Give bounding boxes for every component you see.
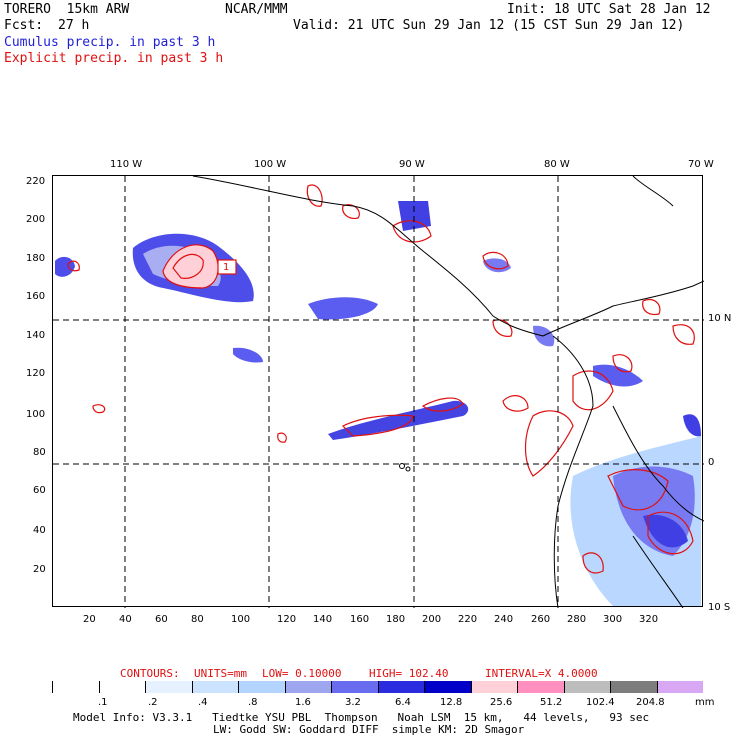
- legend-label: 3.2: [345, 697, 361, 708]
- lon-label-90w: 90 W: [399, 159, 425, 170]
- legend-color-cell: [563, 681, 610, 693]
- precip-map: 1: [52, 175, 705, 609]
- legend-color-cell: [610, 681, 657, 693]
- legend-label: 1.6: [295, 697, 311, 708]
- organization: NCAR/MMM: [225, 2, 288, 17]
- contours-title: CONTOURS:: [120, 667, 180, 680]
- legend-color-cell: [377, 681, 424, 693]
- contours-interval: INTERVAL=X 4.0000: [485, 667, 598, 680]
- contours-high: HIGH= 102.40: [369, 667, 449, 680]
- legend-color-cell: [424, 681, 471, 693]
- y-tick-label: 180: [26, 253, 46, 264]
- valid-time: Valid: 21 UTC Sun 29 Jan 12 (15 CST Sun …: [293, 18, 685, 33]
- y-tick-label: 200: [26, 214, 46, 225]
- y-tick-label: 40: [33, 525, 46, 536]
- explicit-label: Explicit precip. in past 3 h: [4, 51, 224, 66]
- y-tick-label: 160: [26, 291, 46, 302]
- contours-low: LOW= 0.10000: [262, 667, 342, 680]
- lon-label-100w: 100 W: [254, 159, 287, 170]
- y-tick-label: 80: [33, 447, 46, 458]
- explicit-precip-contours: [67, 184, 695, 574]
- x-tick-label: 100: [231, 614, 251, 625]
- x-tick-label: 280: [567, 614, 587, 625]
- legend-color-cell: [98, 681, 145, 693]
- coastlines: [192, 175, 705, 609]
- model-info-line1: Model Info: V3.3.1 Tiedtke YSU PBL Thomp…: [73, 711, 650, 724]
- legend-color-cell: [331, 681, 378, 693]
- y-tick-label: 120: [26, 368, 46, 379]
- legend-color-cell: [238, 681, 285, 693]
- x-tick-label: 160: [350, 614, 370, 625]
- legend-color-cell: [656, 681, 703, 693]
- legend-color-cell: [52, 681, 99, 693]
- x-tick-label: 220: [458, 614, 478, 625]
- lon-label-80w: 80 W: [544, 159, 570, 170]
- init-time: Init: 18 UTC Sat 28 Jan 12: [507, 2, 711, 17]
- legend-label: 204.8: [636, 697, 665, 708]
- y-tick-label: 20: [33, 564, 46, 575]
- y-tick-label: 220: [26, 176, 46, 187]
- legend-unit: mm: [695, 697, 715, 708]
- x-tick-label: 300: [603, 614, 623, 625]
- contours-units: UNITS=mm: [194, 667, 247, 680]
- x-tick-label: 140: [313, 614, 333, 625]
- x-tick-label: 80: [191, 614, 204, 625]
- y-tick-label: 60: [33, 485, 46, 496]
- contour-box-label: 1: [223, 262, 230, 273]
- legend-label: .8: [248, 697, 258, 708]
- x-tick-label: 260: [531, 614, 551, 625]
- x-tick-label: 320: [639, 614, 659, 625]
- lat-label-0: 0: [708, 457, 715, 468]
- legend-label: 12.8: [440, 697, 463, 708]
- legend-label: 25.6: [490, 697, 513, 708]
- legend-label: 51.2: [540, 697, 563, 708]
- legend-label: .4: [198, 697, 208, 708]
- legend-label: .2: [148, 697, 158, 708]
- x-tick-label: 60: [155, 614, 168, 625]
- lat-label-10s: 10 S: [708, 602, 731, 613]
- x-tick-label: 40: [119, 614, 132, 625]
- legend-color-cell: [517, 681, 564, 693]
- y-tick-label: 100: [26, 409, 46, 420]
- legend-color-cell: [145, 681, 192, 693]
- lon-label-110w: 110 W: [110, 159, 143, 170]
- legend-color-cell: [191, 681, 238, 693]
- lon-label-70w: 70 W: [688, 159, 714, 170]
- x-tick-label: 180: [386, 614, 406, 625]
- lat-lon-grid: [53, 176, 704, 608]
- x-tick-label: 240: [494, 614, 514, 625]
- model-name: TORERO 15km ARW: [4, 2, 130, 17]
- model-info-line2: LW: Godd SW: Goddard DIFF simple KM: 2D …: [213, 723, 525, 736]
- map-canvas: [53, 175, 705, 609]
- legend-label: .1: [98, 697, 108, 708]
- cumulus-label: Cumulus precip. in past 3 h: [4, 35, 216, 50]
- legend-label: 102.4: [586, 697, 615, 708]
- x-tick-label: 120: [277, 614, 297, 625]
- y-tick-label: 140: [26, 330, 46, 341]
- lat-label-10n: 10 N: [708, 313, 732, 324]
- x-tick-label: 20: [83, 614, 96, 625]
- forecast-label: Fcst:: [4, 18, 44, 33]
- legend-color-cell: [470, 681, 517, 693]
- legend-label: 6.4: [395, 697, 411, 708]
- forecast-hour: 27 h: [58, 18, 90, 33]
- legend-color-cell: [284, 681, 331, 693]
- x-tick-label: 200: [422, 614, 442, 625]
